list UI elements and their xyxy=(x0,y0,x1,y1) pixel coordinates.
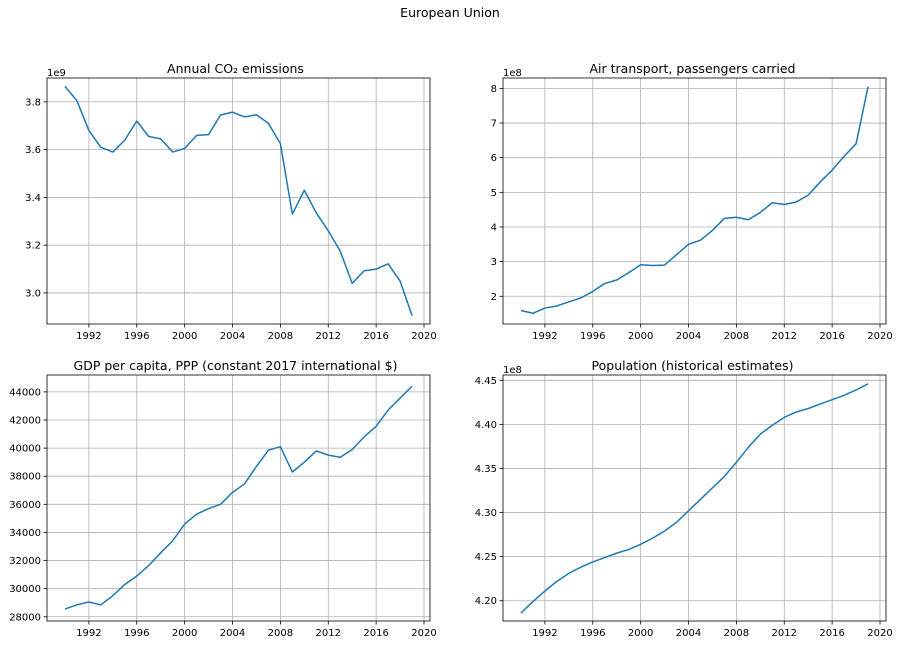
y-tick-label: 3.2 xyxy=(25,241,41,252)
y-tick-label: 3 xyxy=(491,257,497,268)
chart-title: GDP per capita, PPP (constant 2017 inter… xyxy=(74,358,398,373)
y-tick-label: 4.30 xyxy=(475,508,497,519)
x-tick-label: 2004 xyxy=(676,331,701,342)
series-line xyxy=(520,86,869,315)
x-tick-label: 2000 xyxy=(628,628,653,639)
x-tick-label: 2004 xyxy=(220,331,245,342)
x-tick-label: 1996 xyxy=(580,331,605,342)
chart-title: Population (historical estimates) xyxy=(592,358,794,373)
x-tick-label: 2008 xyxy=(268,628,293,639)
series-line xyxy=(64,385,413,610)
y-tick-label: 34000 xyxy=(9,528,41,539)
y-tick-label: 44000 xyxy=(9,387,41,398)
offset-label: 1e9 xyxy=(47,68,66,79)
x-tick-label: 2008 xyxy=(268,331,293,342)
chart-title: Air transport, passengers carried xyxy=(589,61,795,76)
x-tick-label: 2000 xyxy=(628,331,653,342)
chart-population: Population (historical estimates) 1e8 19… xyxy=(475,358,893,639)
x-tick-label: 2020 xyxy=(411,331,436,342)
y-tick-label: 8 xyxy=(491,84,497,95)
series-line xyxy=(520,383,869,614)
x-tick-label: 2020 xyxy=(867,331,892,342)
x-tick-label: 2016 xyxy=(363,628,388,639)
x-tick-label: 2016 xyxy=(363,331,388,342)
x-tick-label: 2008 xyxy=(724,331,749,342)
x-tick-label: 2000 xyxy=(172,628,197,639)
x-tick-label: 2012 xyxy=(772,331,797,342)
chart-air-passengers: Air transport, passengers carried 1e8 19… xyxy=(491,61,893,342)
y-tick-label: 42000 xyxy=(9,415,41,426)
plot-frame xyxy=(502,77,887,325)
y-tick-label: 4.45 xyxy=(475,376,497,387)
x-tick-label: 2012 xyxy=(772,628,797,639)
chart-title: Annual CO₂ emissions xyxy=(167,61,304,76)
y-tick-label: 3.0 xyxy=(25,288,41,299)
series-line xyxy=(64,85,413,316)
y-tick-label: 40000 xyxy=(9,444,41,455)
y-tick-label: 5 xyxy=(491,188,497,199)
y-tick-label: 4.40 xyxy=(475,420,497,431)
y-tick-label: 36000 xyxy=(9,500,41,511)
y-tick-label: 32000 xyxy=(9,556,41,567)
x-tick-label: 2000 xyxy=(172,331,197,342)
y-tick-label: 3.4 xyxy=(25,193,41,204)
x-tick-label: 1992 xyxy=(76,331,101,342)
x-tick-label: 2008 xyxy=(724,628,749,639)
x-tick-label: 2004 xyxy=(220,628,245,639)
offset-label: 1e8 xyxy=(503,365,522,376)
x-tick-label: 2020 xyxy=(411,628,436,639)
y-tick-label: 30000 xyxy=(9,584,41,595)
plot-frame xyxy=(502,374,887,622)
y-tick-label: 4.35 xyxy=(475,464,497,475)
y-tick-label: 7 xyxy=(491,119,497,130)
x-tick-label: 2004 xyxy=(676,628,701,639)
y-tick-label: 3.6 xyxy=(25,145,41,156)
x-tick-label: 1992 xyxy=(532,331,557,342)
x-tick-label: 1992 xyxy=(76,628,101,639)
x-tick-label: 1996 xyxy=(580,628,605,639)
y-tick-label: 4 xyxy=(491,222,497,233)
x-tick-label: 2016 xyxy=(819,331,844,342)
x-tick-label: 1992 xyxy=(532,628,557,639)
y-tick-label: 28000 xyxy=(9,612,41,623)
chart-co2-emissions: Annual CO₂ emissions 1e9 1992 1996 2000 200… xyxy=(25,61,437,342)
y-tick-label: 38000 xyxy=(9,472,41,483)
y-tick-label: 4.20 xyxy=(475,596,497,607)
chart-gdp-per-capita: GDP per capita, PPP (constant 2017 inter… xyxy=(9,358,437,639)
y-tick-label: 6 xyxy=(491,153,497,164)
figure-title: European Union xyxy=(400,5,500,20)
offset-label: 1e8 xyxy=(503,68,522,79)
y-tick-label: 4.25 xyxy=(475,552,497,563)
plot-frame xyxy=(46,374,431,622)
x-tick-label: 2020 xyxy=(867,628,892,639)
y-tick-label: 2 xyxy=(491,292,497,303)
x-tick-label: 1996 xyxy=(124,628,149,639)
x-tick-label: 1996 xyxy=(124,331,149,342)
x-tick-label: 2012 xyxy=(316,628,341,639)
y-tick-label: 3.8 xyxy=(25,97,41,108)
x-tick-label: 2016 xyxy=(819,628,844,639)
plot-frame xyxy=(46,77,431,325)
x-tick-label: 2012 xyxy=(316,331,341,342)
